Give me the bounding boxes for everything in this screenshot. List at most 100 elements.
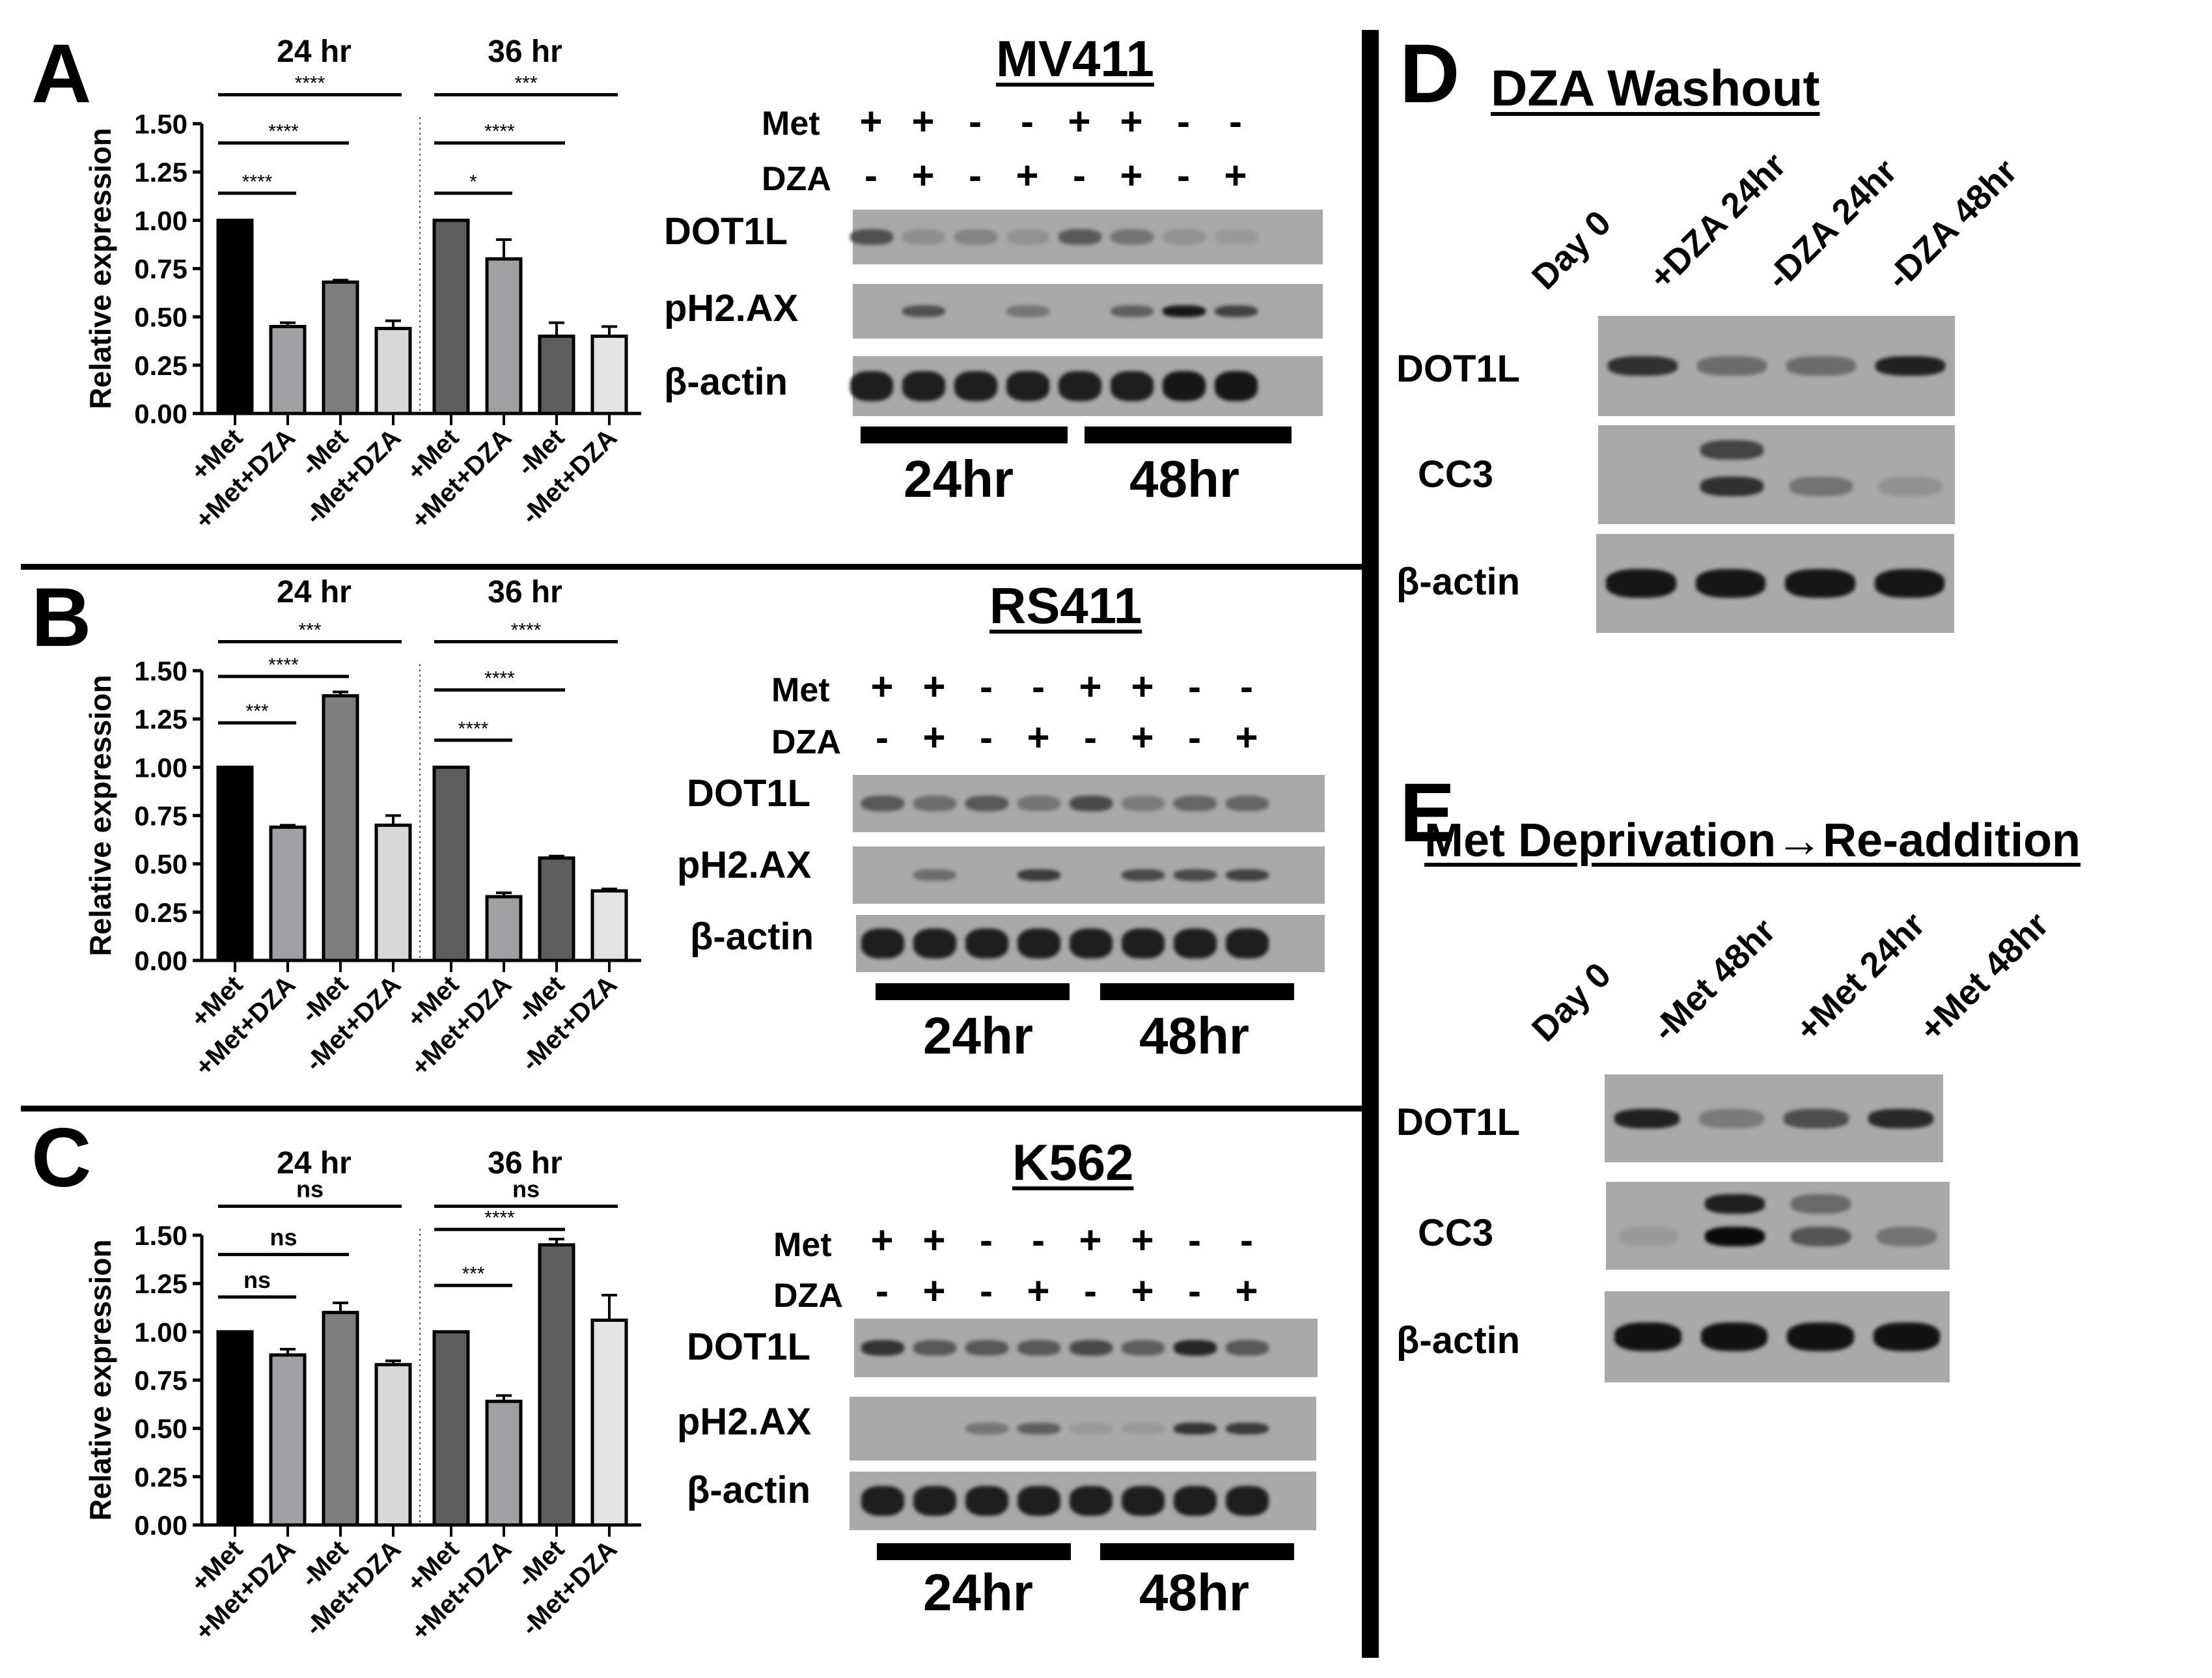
- band: [1174, 1486, 1217, 1516]
- band: [1017, 1423, 1060, 1434]
- dza-sign: +: [922, 716, 946, 759]
- band: [1226, 796, 1269, 811]
- significance-label: ****: [242, 171, 273, 193]
- band: [1791, 1226, 1851, 1246]
- bar: [216, 218, 254, 415]
- western-blot-a: MV411 Met DZA DOT1L pH2.AX β-actin + + - - +…: [651, 0, 1361, 564]
- band: [1122, 869, 1165, 881]
- dza-sign: -: [980, 1269, 993, 1313]
- met-sign: +: [870, 665, 894, 708]
- bar: [374, 823, 412, 962]
- band: [1697, 356, 1767, 376]
- band: [1226, 929, 1269, 958]
- y-tick-label: 1.25: [134, 157, 187, 188]
- band: [1790, 477, 1853, 497]
- band: [1058, 229, 1101, 245]
- band: [1111, 305, 1154, 317]
- y-axis-label: Relative expression: [83, 128, 117, 409]
- met-sign: -: [1177, 100, 1190, 143]
- band: [1699, 1108, 1764, 1128]
- blot-title: DZA Washout: [1491, 59, 1820, 117]
- band: [1122, 1423, 1165, 1434]
- divider-ab: [21, 564, 1364, 570]
- significance-label: ***: [245, 701, 268, 722]
- membrane-ph2ax: [853, 846, 1325, 904]
- y-tick-label: 0.75: [134, 801, 187, 832]
- significance-label: ****: [295, 73, 325, 94]
- bar-chart-c: Relative expression 0.00 0.25 0.50 0.75 1.00 1…: [83, 1146, 641, 1646]
- membrane-cc3: [1606, 1182, 1950, 1270]
- significance-label: ***: [298, 620, 321, 641]
- y-axis-label: Relative expression: [83, 675, 117, 956]
- band: [1163, 371, 1206, 401]
- significance-label: ns: [243, 1266, 271, 1293]
- time-label: 48hr: [1139, 1563, 1249, 1621]
- dza-sign: +: [1120, 154, 1143, 197]
- met-sign: -: [1240, 665, 1253, 708]
- membrane-dot1l: [850, 210, 1323, 264]
- met-label: Met: [773, 1226, 832, 1264]
- membrane-beta-actin: [1596, 534, 1954, 633]
- band: [861, 796, 904, 811]
- significance-label: ****: [268, 654, 299, 676]
- band: [1868, 1108, 1933, 1128]
- time-label: 24hr: [904, 450, 1014, 508]
- row-label-cc3: CC3: [1418, 1212, 1494, 1254]
- lane-label: +Met 24hr: [1788, 904, 1933, 1050]
- met-sign: -: [1188, 1218, 1201, 1262]
- divider-bc: [21, 1106, 1364, 1112]
- row-label-beta-actin: β-actin: [687, 1469, 811, 1511]
- band: [1614, 1108, 1680, 1128]
- band: [1226, 1423, 1269, 1434]
- met-sign: +: [1068, 100, 1091, 143]
- band: [1017, 869, 1060, 881]
- bar: [538, 856, 575, 962]
- bar: [485, 1399, 523, 1527]
- band: [1070, 1340, 1113, 1356]
- band: [1122, 796, 1165, 811]
- time-bracket-bar: [1085, 426, 1292, 443]
- panel-letter-c: C: [31, 1112, 92, 1205]
- membrane-beta-actin: [850, 356, 1323, 416]
- met-label: Met: [762, 105, 820, 143]
- dza-sign: +: [1027, 1269, 1050, 1313]
- bar: [538, 1243, 575, 1527]
- met-sign: -: [980, 665, 993, 708]
- significance-label: ns: [270, 1224, 297, 1251]
- band: [902, 305, 945, 317]
- bar: [590, 1319, 628, 1527]
- band: [861, 1340, 904, 1356]
- band: [1006, 229, 1049, 245]
- dza-sign: -: [969, 154, 982, 197]
- membrane-dot1l: [853, 775, 1325, 832]
- lane-label: Day 0: [1524, 955, 1619, 1050]
- time-bracket-bar: [877, 1543, 1071, 1560]
- band: [1215, 229, 1258, 245]
- band: [965, 929, 1008, 958]
- y-tick-label: 1.00: [134, 205, 187, 236]
- y-tick-label: 1.25: [134, 704, 187, 734]
- band: [954, 229, 997, 245]
- significance-label: ****: [458, 718, 489, 740]
- significance-label: ****: [484, 121, 515, 143]
- y-tick-label: 1.50: [134, 1220, 187, 1251]
- lane-label: -DZA 48hr: [1879, 151, 2025, 298]
- dza-sign: -: [1188, 716, 1201, 759]
- band: [913, 869, 956, 881]
- western-blot-d: DZA Washout DOT1L CC3 β-actin Day 0 +DZA …: [1367, 0, 2212, 716]
- membrane-beta-actin: [850, 1472, 1316, 1530]
- membrane-dot1l: [854, 1319, 1318, 1377]
- band: [1174, 1423, 1217, 1434]
- bar: [374, 326, 412, 415]
- y-tick-label: 0.00: [134, 1510, 187, 1541]
- row-label-dot1l: DOT1L: [664, 210, 788, 253]
- band: [1784, 1108, 1849, 1128]
- bar: [374, 1363, 412, 1527]
- row-label-beta-actin: β-actin: [690, 916, 814, 958]
- bar: [590, 889, 628, 962]
- group-title: 24 hr: [277, 1146, 352, 1181]
- row-label-beta-actin: β-actin: [664, 361, 788, 403]
- significance-label: ns: [296, 1176, 324, 1203]
- dza-sign: -: [1084, 1269, 1097, 1313]
- bar: [432, 218, 470, 415]
